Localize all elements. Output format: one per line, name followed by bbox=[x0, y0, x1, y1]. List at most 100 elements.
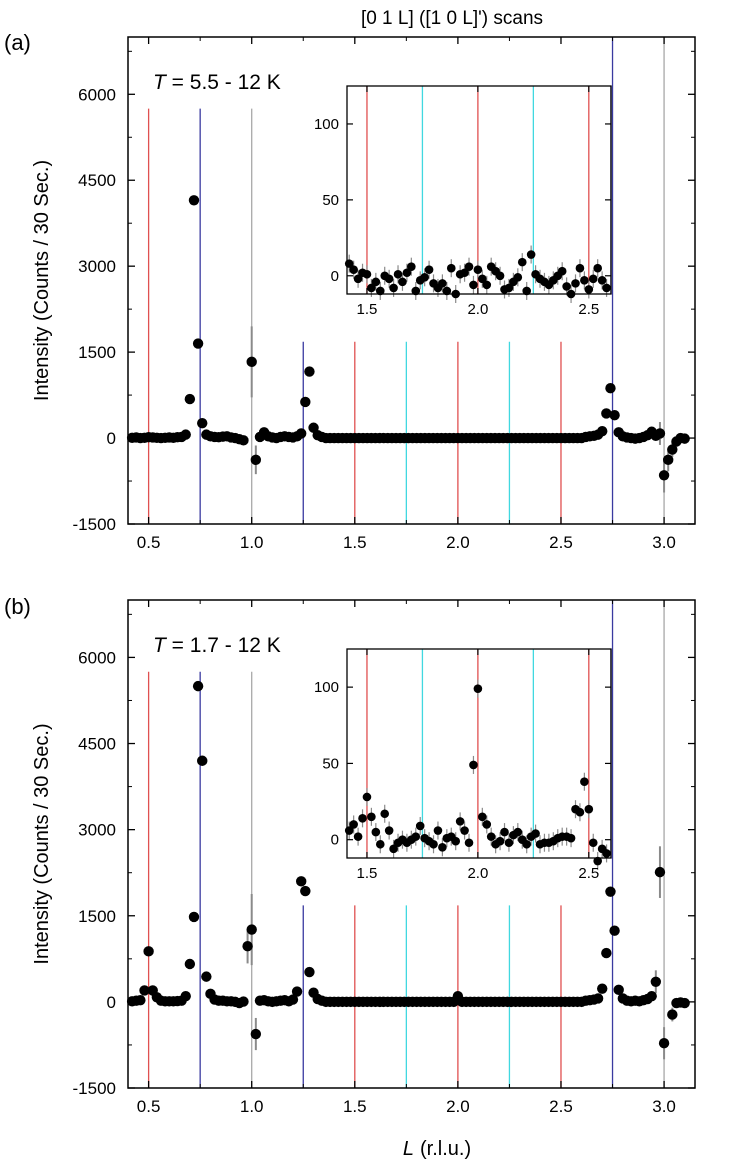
data-point bbox=[654, 428, 666, 439]
data-point bbox=[246, 356, 257, 368]
data-point bbox=[184, 393, 196, 405]
inset-data-point bbox=[469, 280, 478, 290]
data-point bbox=[304, 366, 315, 377]
data-point bbox=[662, 454, 674, 466]
x-axis-title-unit: (r.l.u.) bbox=[420, 1138, 471, 1160]
inset-data-point bbox=[602, 283, 611, 293]
data-point bbox=[613, 984, 624, 996]
inset-x-tick-label: 1.5 bbox=[357, 865, 378, 882]
data-point bbox=[650, 976, 662, 987]
inset-data-point bbox=[424, 265, 434, 275]
inset-data-point bbox=[460, 826, 469, 835]
data-point bbox=[679, 433, 690, 444]
inset-data-point bbox=[384, 826, 394, 835]
inset-data-point bbox=[522, 839, 531, 849]
inset-y-tick-label: 50 bbox=[322, 755, 339, 772]
inset-data-point bbox=[500, 827, 509, 837]
inset-y-tick-label: 0 bbox=[331, 832, 339, 849]
inset-data-point bbox=[389, 844, 398, 854]
inset-data-point bbox=[451, 836, 461, 846]
inset-data-point bbox=[495, 836, 505, 846]
data-point bbox=[246, 924, 257, 935]
inset-data-point bbox=[575, 263, 585, 273]
data-point bbox=[192, 338, 204, 349]
data-point bbox=[597, 983, 608, 994]
plot-frame bbox=[127, 599, 696, 1089]
x-tick-label: 1.5 bbox=[343, 533, 367, 552]
inset-frame bbox=[346, 648, 612, 859]
x-tick-label: 3.0 bbox=[652, 1097, 676, 1116]
inset-data-point bbox=[602, 849, 611, 858]
inset-data-point bbox=[531, 829, 540, 838]
y-tick-label: -1500 bbox=[73, 1079, 116, 1098]
inset-data-point bbox=[375, 839, 385, 849]
data-point bbox=[667, 444, 678, 455]
x-tick-label: 1.0 bbox=[240, 1097, 264, 1116]
inset-x-tick-label: 2.5 bbox=[578, 865, 599, 882]
inset-data-point bbox=[526, 250, 536, 259]
data-point bbox=[135, 994, 146, 1006]
inset-data-point bbox=[384, 274, 394, 284]
y-tick-label: 0 bbox=[107, 429, 116, 448]
inset-data-point bbox=[513, 272, 523, 282]
data-point bbox=[609, 925, 620, 936]
data-point bbox=[605, 886, 616, 897]
inset-data-point bbox=[362, 269, 372, 279]
data-point bbox=[197, 755, 208, 766]
inset-data-point bbox=[367, 812, 376, 822]
inset-data-point bbox=[513, 827, 523, 837]
y-tick-label: 6000 bbox=[78, 648, 116, 667]
inset-data-point bbox=[402, 268, 412, 278]
inset-y-tick-label: 100 bbox=[314, 679, 339, 696]
y-tick-label: 1500 bbox=[78, 343, 116, 362]
inset-data-point bbox=[522, 286, 531, 296]
inset-data-point bbox=[380, 809, 390, 819]
x-tick-label: 2.5 bbox=[549, 1097, 573, 1116]
x-tick-label: 2.5 bbox=[549, 533, 573, 552]
data-point bbox=[291, 986, 303, 997]
inset-data-point bbox=[442, 286, 452, 296]
x-axis-title: L (r.l.u.) bbox=[403, 1138, 471, 1160]
inset-data-point bbox=[389, 283, 398, 293]
data-point bbox=[250, 454, 262, 466]
inset-data-point bbox=[593, 263, 602, 273]
inset-data-point bbox=[455, 817, 465, 826]
inset-data-point bbox=[411, 286, 421, 296]
x-tick-label: 1.5 bbox=[343, 1097, 367, 1116]
data-point bbox=[197, 417, 208, 429]
y-tick-label: 3000 bbox=[78, 257, 116, 276]
temperature-range: = 5.5 - 12 K bbox=[166, 71, 281, 94]
inset-data-point bbox=[375, 286, 385, 296]
y-tick-label: 4500 bbox=[78, 735, 116, 754]
inset-data-point bbox=[584, 804, 594, 814]
data-point bbox=[601, 947, 612, 959]
x-axis-title-var: L bbox=[403, 1138, 414, 1160]
inset-x-tick-label: 2.0 bbox=[467, 301, 488, 318]
y-tick-label: 6000 bbox=[78, 85, 116, 104]
inset-background bbox=[347, 649, 611, 858]
inset-x-tick-label: 1.5 bbox=[357, 301, 378, 318]
inset-data-point bbox=[469, 760, 478, 770]
inset-data-point bbox=[473, 265, 483, 275]
inset-data-point bbox=[588, 838, 598, 848]
inset-data-point bbox=[495, 271, 505, 281]
panel-b: (b) 0.5 1.0 1.5 2.0 2.5 3.0 -1500 0 1500 3000 4500… bbox=[4, 594, 696, 1116]
panel-a: (a) 0.5 1.0 1.5 2.0 2.5 3.0 -1500 0 1500 3000 4500… bbox=[4, 30, 696, 552]
inset-x-tick-label: 2.5 bbox=[578, 301, 599, 318]
y-tick-label: 3000 bbox=[78, 821, 116, 840]
y-tick-label: 4500 bbox=[78, 171, 116, 190]
y-axis-title: Intensity (Counts / 30 Sec.) bbox=[31, 160, 53, 401]
inset-data-point bbox=[371, 827, 381, 837]
inset-data-point bbox=[464, 262, 474, 271]
inset-data-point bbox=[438, 843, 447, 852]
y-tick-label: 0 bbox=[107, 993, 116, 1012]
inset-data-point bbox=[353, 274, 363, 284]
y-tick-label: -1500 bbox=[73, 515, 116, 534]
data-point bbox=[184, 958, 196, 970]
data-point bbox=[242, 940, 253, 952]
inset-data-point bbox=[460, 268, 469, 278]
panel-a-label: (a) bbox=[4, 30, 31, 55]
data-point bbox=[448, 996, 459, 1008]
inset-plot: 1.5 2.0 2.5 0 50 100 bbox=[314, 648, 612, 882]
